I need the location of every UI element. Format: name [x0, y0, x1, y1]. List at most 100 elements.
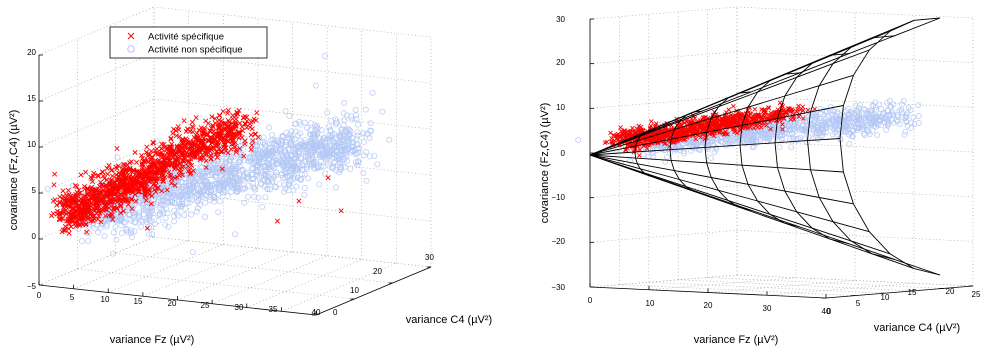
right-y-axis-label: variance C4 (µV²): [874, 322, 960, 334]
data-point-specific: [162, 144, 168, 150]
data-point-specific: [103, 213, 109, 219]
left-gridline: [246, 259, 362, 308]
data-point-nonspecific: [118, 222, 125, 229]
data-point-specific: [66, 230, 72, 236]
data-point-nonspecific: [363, 130, 370, 137]
data-point-nonspecific: [171, 218, 178, 225]
left-z-tick: 5: [32, 186, 37, 195]
data-point-nonspecific: [164, 199, 171, 206]
data-point-nonspecific: [183, 193, 189, 200]
data-point-nonspecific: [194, 191, 201, 198]
data-point-nonspecific: [281, 188, 287, 195]
left-x-tick: 40: [312, 308, 321, 317]
data-point-specific: [242, 138, 248, 144]
data-point-specific: [220, 121, 226, 127]
data-point-nonspecific: [776, 144, 783, 151]
data-point-specific: [140, 165, 146, 171]
data-point-specific: [132, 149, 138, 155]
data-point-nonspecific: [379, 108, 386, 115]
data-point-nonspecific: [230, 184, 236, 191]
data-point-nonspecific: [260, 134, 267, 141]
data-point-nonspecific: [366, 134, 373, 141]
data-point-nonspecific: [310, 158, 317, 165]
data-point-specific: [649, 119, 654, 124]
data-point-nonspecific: [341, 116, 348, 123]
data-point-nonspecific: [305, 156, 312, 163]
data-point-nonspecific: [275, 160, 282, 167]
data-point-nonspecific: [297, 130, 304, 137]
data-point-nonspecific: [195, 191, 202, 198]
data-point-nonspecific: [325, 123, 332, 130]
left-z-tick: 10: [27, 140, 36, 149]
data-point-nonspecific: [318, 140, 325, 147]
data-point-specific: [168, 136, 174, 142]
data-point-nonspecific: [211, 193, 218, 200]
data-point-nonspecific: [101, 233, 108, 240]
data-point-nonspecific: [330, 155, 337, 162]
right-chart: 30 20 10 0 −10 −20 −30 0 10 20 30 40 0 5…: [539, 6, 981, 346]
right-y-tick: 5: [856, 299, 861, 308]
data-point-specific: [218, 149, 224, 155]
data-point-nonspecific: [374, 161, 381, 168]
data-point-nonspecific: [645, 153, 652, 160]
data-point-nonspecific: [152, 192, 159, 199]
data-point-specific: [148, 148, 154, 154]
data-point-nonspecific: [291, 156, 298, 163]
data-point-nonspecific: [367, 120, 374, 127]
right-z-axis-label: covariance (Fz,C4) (µV²): [539, 103, 551, 224]
data-point-nonspecific: [169, 189, 176, 196]
right-gridline: [589, 274, 738, 288]
data-point-nonspecific: [312, 139, 319, 146]
data-point-nonspecific: [286, 112, 293, 119]
data-point-nonspecific: [188, 193, 195, 200]
data-point-nonspecific: [182, 205, 189, 212]
data-point-nonspecific: [136, 211, 143, 218]
data-point-nonspecific: [874, 132, 881, 138]
data-point-nonspecific: [217, 198, 224, 205]
data-point-nonspecific: [169, 199, 176, 206]
data-point-nonspecific: [114, 212, 121, 218]
right-z-tick: 0: [561, 149, 566, 158]
data-point-specific: [89, 179, 95, 185]
data-point-specific: [60, 188, 66, 194]
data-point-nonspecific: [244, 176, 251, 182]
data-point-specific: [192, 153, 198, 159]
data-point-nonspecific: [352, 106, 359, 113]
data-point-nonspecific: [228, 181, 234, 188]
right-gridline: [589, 230, 738, 243]
data-point-specific: [66, 221, 72, 227]
data-point-specific: [125, 202, 131, 208]
data-point-nonspecific: [664, 154, 670, 160]
data-point-nonspecific: [228, 154, 235, 161]
data-point-nonspecific: [279, 153, 286, 160]
data-point-nonspecific: [217, 172, 224, 179]
data-point-nonspecific: [162, 194, 169, 200]
data-point-nonspecific: [316, 181, 323, 188]
data-point-nonspecific: [234, 184, 241, 191]
data-point-nonspecific: [285, 179, 292, 186]
left-y-tick: 30: [425, 253, 434, 262]
data-point-nonspecific: [312, 145, 318, 152]
data-point-nonspecific: [908, 125, 914, 131]
right-gridline: [589, 6, 738, 20]
data-point-nonspecific: [196, 168, 203, 175]
data-point-nonspecific: [301, 140, 308, 147]
data-point-nonspecific: [284, 174, 291, 180]
data-point-nonspecific: [345, 126, 352, 133]
data-point-nonspecific: [270, 148, 277, 155]
data-point-nonspecific: [279, 133, 286, 139]
data-point-nonspecific: [360, 170, 367, 177]
data-point-nonspecific: [207, 184, 213, 191]
data-point-nonspecific: [262, 173, 269, 180]
left-z-tick: 15: [27, 94, 36, 103]
data-point-nonspecific: [246, 158, 253, 165]
data-point-nonspecific: [204, 188, 211, 195]
data-point-nonspecific: [336, 142, 343, 149]
data-point-specific: [174, 133, 180, 139]
data-point-nonspecific: [293, 167, 300, 174]
data-point-nonspecific: [224, 193, 231, 200]
data-point-nonspecific: [126, 216, 133, 223]
data-point-nonspecific: [269, 155, 276, 162]
data-point-nonspecific: [156, 204, 163, 211]
right-z-tick: −10: [551, 193, 565, 202]
